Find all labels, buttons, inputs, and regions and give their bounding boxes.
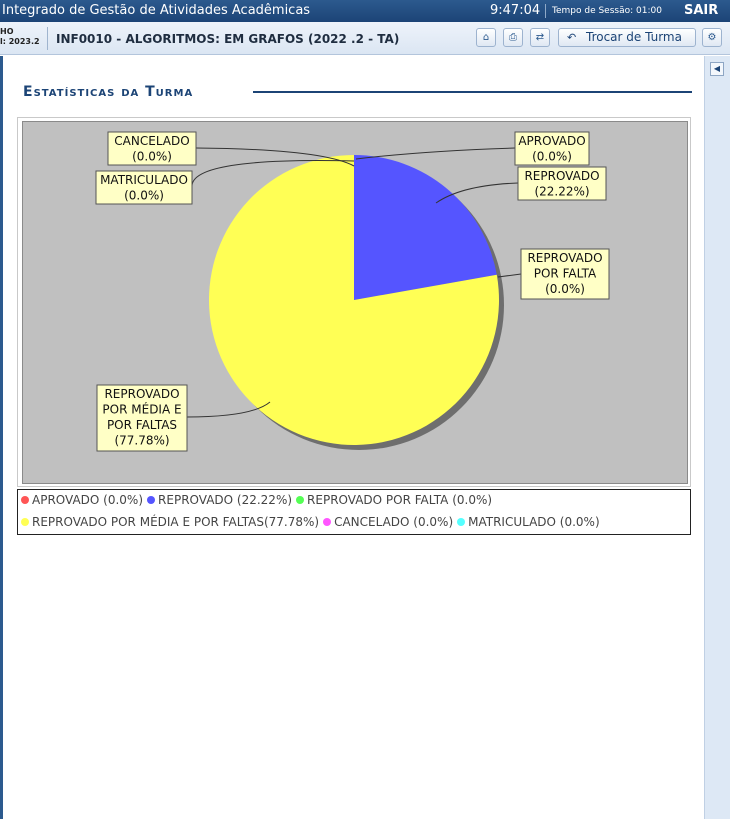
logout-button[interactable]: SAIR [684,3,718,18]
chevron-left-icon: ◀ [714,64,720,73]
user-name: HO [0,27,40,37]
callout-label-3-0: REPROVADO [104,387,179,401]
legend-item-3: REPROVADO POR MÉDIA E POR FALTAS(77.78%) [21,515,319,529]
legend-swatch-3 [21,518,29,526]
callout-label-0-0: APROVADO [518,134,585,148]
system-header: Integrado de Gestão de Atividades Acadêm… [0,0,730,22]
header-divider [545,4,546,18]
callout-leader-2 [498,274,521,277]
callout-label-3-1: POR MÉDIA E [102,402,181,417]
legend-swatch-4 [323,518,331,526]
callout-label-4-1: (0.0%) [132,150,172,164]
legend-label-1: REPROVADO (22.22%) [158,493,292,507]
back-arrow-icon: ↶ [567,29,576,46]
system-title: Integrado de Gestão de Atividades Acadêm… [2,3,310,18]
callout-label-3-2: POR FALTAS [107,418,177,432]
callout-label-5-1: (0.0%) [124,189,164,203]
legend-label-2: REPROVADO POR FALTA (0.0%) [307,493,492,507]
callout-label-2-1: POR FALTA [534,267,597,281]
collapse-panel-button[interactable]: ◀ [710,62,724,76]
home-icon: ⌂ [483,32,489,43]
callout-label-4-0: CANCELADO [114,134,189,148]
switch-arrows-icon: ⇄ [536,32,544,43]
pie-chart: APROVADO (0.0%) REPROVADO (22.22%) REPROVADO… [22,121,688,484]
legend-label-4: CANCELADO (0.0%) [334,515,453,529]
section-rule [253,91,692,93]
home-button[interactable]: ⌂ [476,28,496,47]
legend-item-5: MATRICULADO (0.0%) [457,515,600,529]
print-icon: ⎙ [509,32,517,43]
legend-label-3: REPROVADO POR MÉDIA E POR FALTAS(77.78%) [32,515,319,529]
callout-label-2-2: (0.0%) [545,282,585,296]
turma-bar-divider [47,27,48,50]
callout-label-3-3: (77.78%) [114,434,169,448]
left-border [0,56,3,819]
trocar-turma-button[interactable]: ↶ Trocar de Turma [558,28,696,47]
callout-label-0-1: (0.0%) [532,150,572,164]
legend-item-0: APROVADO (0.0%) [21,493,143,507]
chart-legend: APROVADO (0.0%) REPROVADO (22.22%) REPROVA… [17,489,691,535]
user-info: HO l: 2023.2 [0,27,40,47]
section-title: Estatísticas da Turma [23,84,193,100]
legend-label-0: APROVADO (0.0%) [32,493,143,507]
right-side-panel: ◀ [704,56,730,819]
callout-label-1-0: REPROVADO [524,169,599,183]
settings-button[interactable]: ⚙ [702,28,722,47]
turma-bar: HO l: 2023.2 INF0010 - ALGORITMOS: EM GR… [0,22,730,55]
callout-label-5-0: MATRICULADO [100,173,188,187]
callout-label-1-1: (22.22%) [534,185,589,199]
legend-swatch-1 [147,496,155,504]
legend-item-4: CANCELADO (0.0%) [323,515,453,529]
turma-title: INF0010 - ALGORITMOS: EM GRAFOS (2022 .2… [56,32,399,46]
print-button[interactable]: ⎙ [503,28,523,47]
gear-icon: ⚙ [708,32,717,43]
legend-row-1: APROVADO (0.0%) REPROVADO (22.22%) REPROVA… [21,493,496,507]
clock: 9:47:04 [490,3,540,18]
legend-item-1: REPROVADO (22.22%) [147,493,292,507]
trocar-turma-label: Trocar de Turma [586,29,682,46]
callout-label-2-0: REPROVADO [527,251,602,265]
switch-button[interactable]: ⇄ [530,28,550,47]
legend-swatch-5 [457,518,465,526]
session-timer: Tempo de Sessão: 01:00 [552,6,662,16]
legend-item-2: REPROVADO POR FALTA (0.0%) [296,493,492,507]
legend-label-5: MATRICULADO (0.0%) [468,515,600,529]
legend-row-2: REPROVADO POR MÉDIA E POR FALTAS(77.78%)… [21,515,604,529]
pie-slice-1 [354,155,497,300]
legend-swatch-0 [21,496,29,504]
user-period: l: 2023.2 [0,37,40,47]
legend-swatch-2 [296,496,304,504]
